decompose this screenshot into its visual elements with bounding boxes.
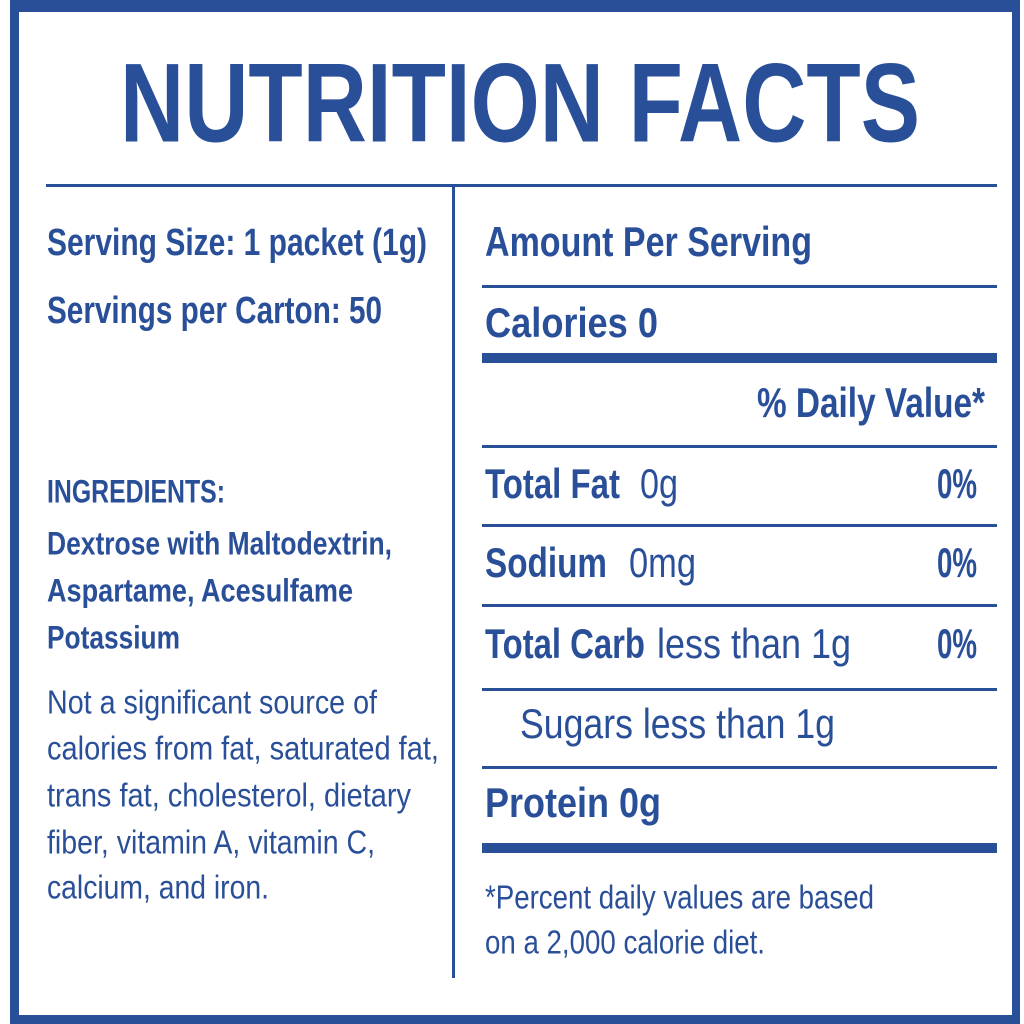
rule <box>482 285 997 288</box>
note-line: Not a significant source of <box>47 684 378 721</box>
daily-value-header: % Daily Value* <box>757 379 986 426</box>
ingredients-line: Potassium <box>47 619 180 655</box>
nutrient-dv: 0% <box>937 539 977 586</box>
nutrient-dv: 0% <box>937 620 977 667</box>
rule <box>482 445 997 448</box>
ingredients-line: Aspartame, Acesulfame <box>47 572 353 608</box>
nutrient-amount: less than 1g <box>657 620 851 667</box>
ingredients-heading: INGREDIENTS: <box>47 473 225 509</box>
divider <box>46 184 997 187</box>
rule <box>482 604 997 607</box>
nutrient-amount: 0mg <box>629 539 696 586</box>
border-left <box>10 0 19 1024</box>
thick-rule <box>482 843 997 853</box>
thick-rule <box>482 353 997 363</box>
border-bottom <box>10 1015 1020 1024</box>
title: NUTRITION FACTS <box>120 41 920 166</box>
note-line: calcium, and iron. <box>47 869 269 906</box>
note-line: fiber, vitamin A, vitamin C, <box>47 824 375 861</box>
rule <box>482 688 997 691</box>
rule <box>482 766 997 769</box>
border-right <box>1012 0 1020 1024</box>
footnote-line: on a 2,000 calorie diet. <box>485 924 765 961</box>
rule <box>482 524 997 527</box>
sugars: Sugars less than 1g <box>520 700 835 747</box>
column-divider <box>452 186 455 978</box>
amount-header: Amount Per Serving <box>485 218 812 265</box>
nutrient-name: Total Fat <box>485 460 620 507</box>
note-line: calories from fat, saturated fat, <box>47 730 439 767</box>
footnote-line: *Percent daily values are based <box>485 879 874 916</box>
nutrient-dv: 0% <box>937 460 977 507</box>
nutrient-name: Total Carb <box>485 620 645 667</box>
ingredients-line: Dextrose with Maltodextrin, <box>47 525 392 561</box>
border-top <box>10 0 1020 12</box>
note-line: trans fat, cholesterol, dietary <box>47 777 411 814</box>
nutrient-name: Sodium <box>485 539 607 586</box>
calories: Calories 0 <box>485 299 658 346</box>
nutrient-amount: 0g <box>640 460 678 507</box>
serving-size: Serving Size: 1 packet (1g) <box>47 222 427 264</box>
protein: Protein 0g <box>485 779 661 826</box>
servings-per-carton: Servings per Carton: 50 <box>47 290 382 332</box>
